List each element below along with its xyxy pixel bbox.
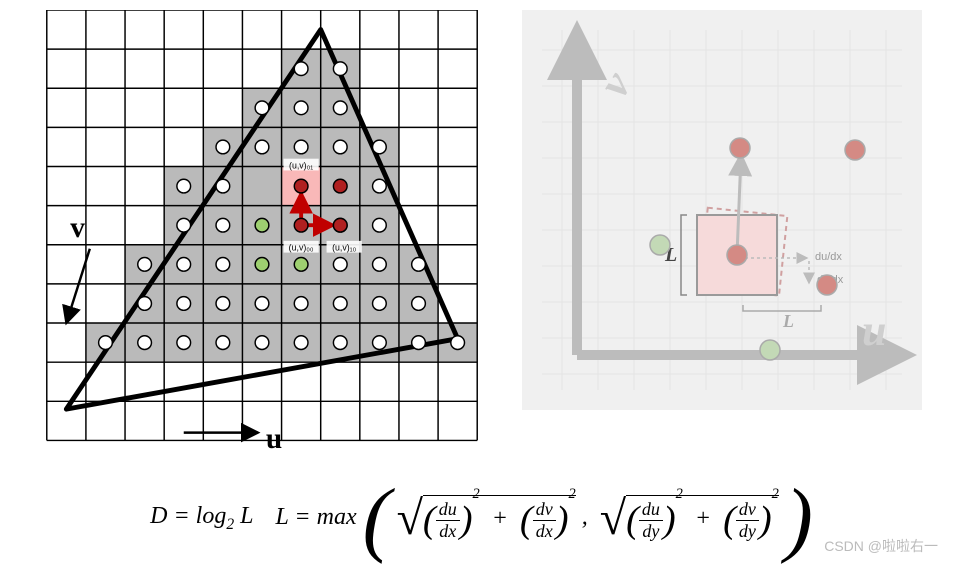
- svg-text:(u,v)₀₀: (u,v)₀₀: [288, 243, 313, 253]
- right-uv-diagram: vuLdu/dxdv/dxL: [522, 10, 922, 465]
- L-equals: L = max ( √ (dudx)2 + (dvdx)2 , √ (dudy)…: [276, 470, 813, 567]
- left-triangle-diagram: v u (u,v)₀₁ (u,v)₀₀ (u,v)₁₀: [42, 10, 482, 465]
- right-svg: vuLdu/dxdv/dxL: [522, 10, 922, 410]
- svg-text:(u,v)₀₁: (u,v)₀₁: [289, 160, 313, 170]
- watermark: CSDN @啦啦右一: [824, 536, 938, 556]
- svg-text:L: L: [782, 311, 794, 331]
- svg-text:du/dx: du/dx: [815, 251, 842, 263]
- svg-text:(u,v)₁₀: (u,v)₁₀: [332, 243, 357, 253]
- svg-text:u: u: [862, 306, 886, 355]
- svg-text:u: u: [265, 423, 281, 455]
- left-svg: v u (u,v)₀₁ (u,v)₀₀ (u,v)₁₀: [42, 10, 482, 460]
- svg-text:v: v: [70, 212, 85, 244]
- D-equals: D = log2 L: [150, 503, 253, 534]
- formula-row: D = log2 L L = max ( √ (dudx)2 + (dvdx)2…: [10, 470, 953, 567]
